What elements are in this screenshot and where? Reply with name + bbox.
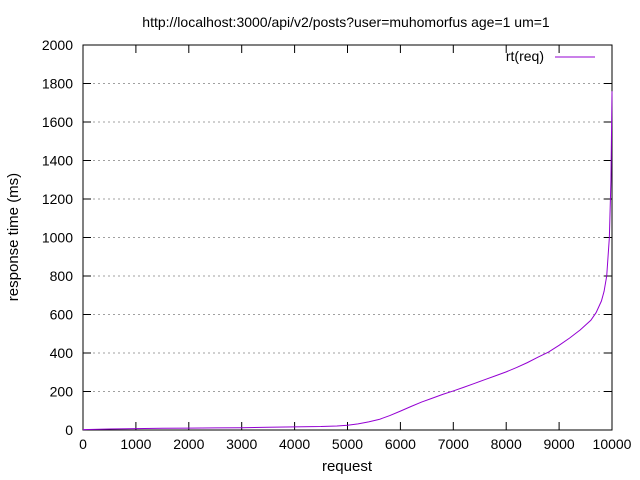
- x-axis-label: request: [322, 458, 373, 475]
- x-tick-label-10000: 10000: [593, 436, 632, 452]
- series-line-0: [82, 91, 613, 431]
- x-tick-label-8000: 8000: [491, 436, 522, 452]
- y-tick-label-200: 200: [50, 384, 74, 400]
- x-tick-label-2000: 2000: [173, 436, 204, 452]
- y-tick-label-0: 0: [65, 422, 73, 438]
- x-tick-label-6000: 6000: [385, 436, 416, 452]
- x-tick-label-5000: 5000: [332, 436, 363, 452]
- x-tick-label-1000: 1000: [120, 436, 151, 452]
- x-tick-label-7000: 7000: [438, 436, 469, 452]
- y-tick-label-1200: 1200: [42, 191, 73, 207]
- y-tick-label-1000: 1000: [42, 230, 73, 246]
- y-axis-label: response time (ms): [5, 173, 22, 301]
- y-tick-label-1400: 1400: [42, 153, 73, 169]
- y-tick-label-2000: 2000: [42, 37, 73, 53]
- chart-title: http://localhost:3000/api/v2/posts?user=…: [142, 14, 550, 30]
- legend: rt(req): [506, 48, 595, 64]
- y-tick-label-600: 600: [50, 307, 74, 323]
- tick-labels: 0 200 400 600 800 1000 1200 1400 1600 1800 2000 0 10…: [42, 37, 632, 452]
- x-tick-label-0: 0: [79, 436, 87, 452]
- y-tick-label-1600: 1600: [42, 114, 73, 130]
- legend-label-rt-req: rt(req): [506, 48, 544, 64]
- y-tick-label-1800: 1800: [42, 76, 73, 92]
- x-tick-label-3000: 3000: [226, 436, 257, 452]
- y-tick-label-800: 800: [50, 268, 74, 284]
- series-layer: [82, 91, 613, 431]
- y-tick-label-400: 400: [50, 345, 74, 361]
- grid-lines: [83, 83, 612, 392]
- x-tick-label-9000: 9000: [544, 436, 575, 452]
- plot-frame: [82, 44, 613, 431]
- x-tick-label-4000: 4000: [279, 436, 310, 452]
